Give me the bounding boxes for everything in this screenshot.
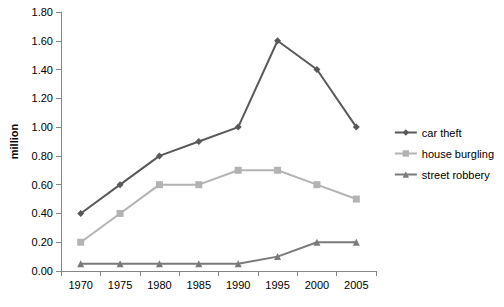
svg-text:0.40: 0.40 xyxy=(32,207,53,219)
svg-text:1.00: 1.00 xyxy=(32,121,53,133)
svg-text:2000: 2000 xyxy=(305,279,329,291)
svg-text:1985: 1985 xyxy=(187,279,211,291)
svg-text:2005: 2005 xyxy=(344,279,368,291)
svg-text:house burgling: house burgling xyxy=(422,148,494,160)
svg-text:1.20: 1.20 xyxy=(32,92,53,104)
svg-text:car theft: car theft xyxy=(422,127,462,139)
svg-text:0.20: 0.20 xyxy=(32,236,53,248)
svg-text:1995: 1995 xyxy=(265,279,289,291)
svg-text:1980: 1980 xyxy=(147,279,171,291)
svg-text:0.60: 0.60 xyxy=(32,179,53,191)
svg-text:1990: 1990 xyxy=(226,279,250,291)
svg-text:1.80: 1.80 xyxy=(32,6,53,18)
svg-text:1975: 1975 xyxy=(108,279,132,291)
svg-text:0.00: 0.00 xyxy=(32,265,53,277)
svg-text:1970: 1970 xyxy=(68,279,92,291)
svg-text:1.40: 1.40 xyxy=(32,64,53,76)
svg-text:0.80: 0.80 xyxy=(32,150,53,162)
svg-text:million: million xyxy=(8,124,20,160)
svg-text:street robbery: street robbery xyxy=(422,169,490,181)
svg-text:1.60: 1.60 xyxy=(32,35,53,47)
